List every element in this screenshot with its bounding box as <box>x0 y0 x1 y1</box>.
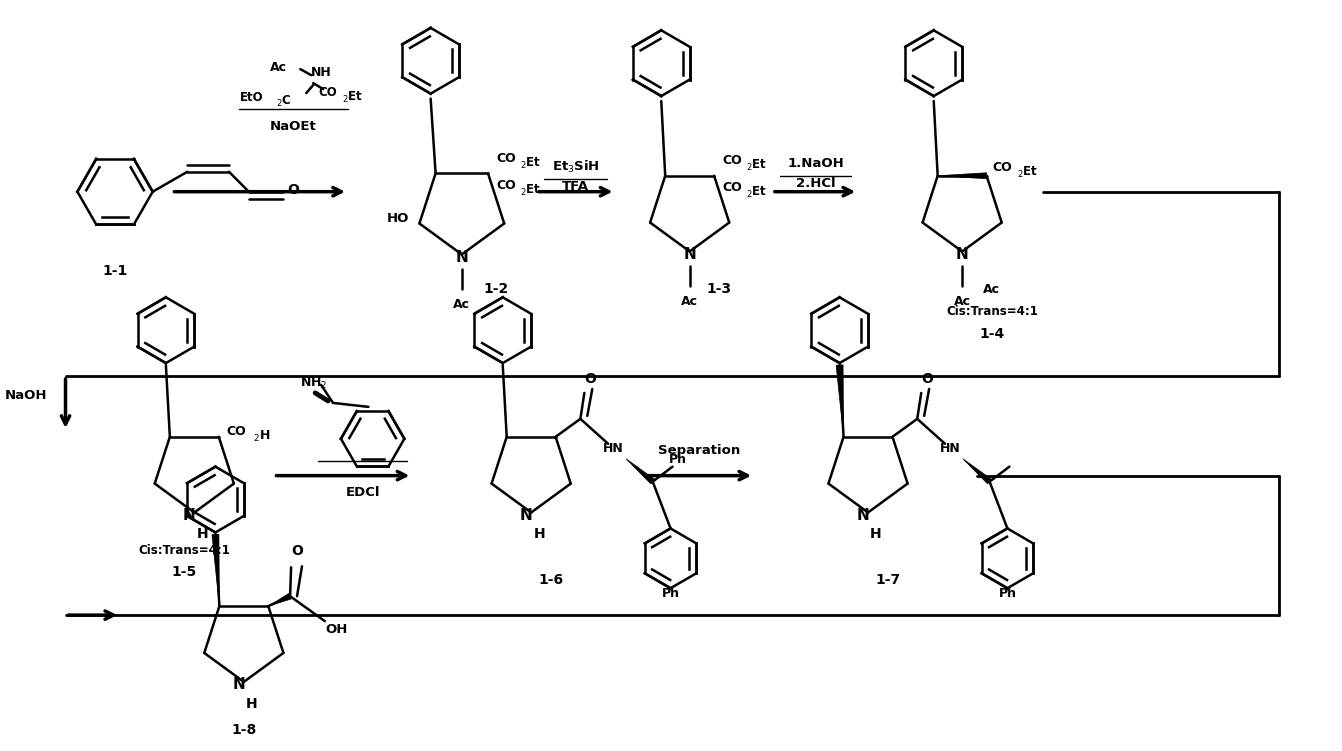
Text: $_2$Et: $_2$Et <box>1017 165 1037 180</box>
Text: N: N <box>956 247 969 262</box>
Text: H: H <box>533 527 545 541</box>
Text: CO: CO <box>993 161 1012 174</box>
Text: CO: CO <box>497 152 515 165</box>
Text: Ac: Ac <box>984 283 1000 296</box>
Text: Ph: Ph <box>668 453 687 466</box>
Text: $_2$Et: $_2$Et <box>521 182 541 198</box>
Text: N: N <box>856 508 870 523</box>
Text: O: O <box>287 182 299 197</box>
Text: Ac: Ac <box>954 295 970 308</box>
Text: N: N <box>455 250 468 265</box>
Text: N: N <box>519 508 533 523</box>
Text: $_2$C: $_2$C <box>275 93 291 109</box>
Text: NaOH: NaOH <box>4 390 47 403</box>
Text: O: O <box>921 372 933 386</box>
Polygon shape <box>268 593 291 606</box>
Text: 1.NaOH: 1.NaOH <box>788 157 844 170</box>
Text: HN: HN <box>939 442 961 455</box>
Text: NH$_2$: NH$_2$ <box>299 376 327 391</box>
Text: OH: OH <box>326 623 348 635</box>
Text: H: H <box>870 527 882 541</box>
Text: CO: CO <box>497 179 515 192</box>
Text: EtO: EtO <box>240 91 263 104</box>
Text: CO: CO <box>227 425 247 439</box>
Text: 2.HCl: 2.HCl <box>796 177 835 190</box>
Text: $_2$H: $_2$H <box>252 430 270 445</box>
Text: CO: CO <box>318 86 337 98</box>
Text: O: O <box>584 372 596 386</box>
Polygon shape <box>938 173 986 179</box>
Polygon shape <box>212 534 219 606</box>
Text: $_2$Et: $_2$Et <box>746 185 768 201</box>
Text: Ph: Ph <box>998 587 1016 600</box>
Text: 1-8: 1-8 <box>231 722 256 737</box>
Text: N: N <box>683 247 696 262</box>
Text: HO: HO <box>386 212 409 225</box>
Text: 1-2: 1-2 <box>484 282 509 297</box>
Polygon shape <box>625 459 655 484</box>
Text: Ac: Ac <box>454 297 470 311</box>
Text: 1-3: 1-3 <box>707 282 731 297</box>
Text: H: H <box>196 527 208 541</box>
Polygon shape <box>836 365 844 437</box>
Text: N: N <box>183 508 196 523</box>
Text: Cis:Trans=4:1: Cis:Trans=4:1 <box>946 305 1037 318</box>
Text: H: H <box>246 697 258 710</box>
Text: N: N <box>232 677 246 692</box>
Text: O: O <box>291 544 303 558</box>
Text: Ph: Ph <box>662 587 679 600</box>
Text: CO: CO <box>722 181 742 195</box>
Text: 1-5: 1-5 <box>172 566 197 579</box>
Text: EDCl: EDCl <box>345 486 380 499</box>
Text: 1-4: 1-4 <box>980 327 1005 341</box>
Text: CO: CO <box>722 154 742 167</box>
Text: $_2$Et: $_2$Et <box>746 158 768 173</box>
Polygon shape <box>962 459 992 484</box>
Text: $_2$Et: $_2$Et <box>342 89 364 104</box>
Text: Ac: Ac <box>270 61 287 74</box>
Text: Separation: Separation <box>659 445 741 457</box>
Text: TFA: TFA <box>562 180 589 193</box>
Text: Et$_3$SiH: Et$_3$SiH <box>552 158 600 175</box>
Text: NaOEt: NaOEt <box>270 120 317 134</box>
Text: 1-6: 1-6 <box>538 573 564 587</box>
Text: $_2$Et: $_2$Et <box>521 155 541 171</box>
Text: NH: NH <box>311 65 331 79</box>
Text: 1-7: 1-7 <box>875 573 900 587</box>
Text: Cis:Trans=4:1: Cis:Trans=4:1 <box>138 544 231 556</box>
Text: Ac: Ac <box>682 295 698 308</box>
Text: 1-1: 1-1 <box>102 264 127 279</box>
Text: HN: HN <box>603 442 624 455</box>
